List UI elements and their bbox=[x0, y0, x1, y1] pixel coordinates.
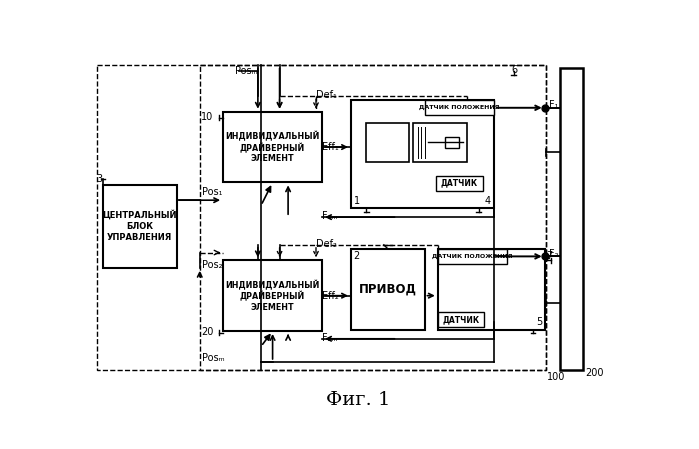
Text: ЭЛЕМЕНТ: ЭЛЕМЕНТ bbox=[251, 154, 294, 163]
Text: F₂: F₂ bbox=[549, 249, 559, 259]
Bar bbox=[413, 123, 467, 162]
Text: 200: 200 bbox=[585, 368, 603, 378]
Bar bbox=[438, 249, 507, 264]
Text: F₁: F₁ bbox=[549, 101, 559, 110]
Text: ЭЛЕМЕНТ: ЭЛЕМЕНТ bbox=[251, 303, 294, 312]
Text: ЦЕНТРАЛЬНЫЙ: ЦЕНТРАЛЬНЫЙ bbox=[103, 210, 177, 220]
Text: Def₂: Def₂ bbox=[316, 239, 337, 249]
Text: Eff₁: Eff₁ bbox=[322, 142, 339, 152]
Text: Posₘ: Posₘ bbox=[235, 66, 257, 76]
Bar bbox=[438, 249, 545, 330]
Text: ДРАЙВЕРНЫЙ: ДРАЙВЕРНЫЙ bbox=[240, 291, 305, 302]
Text: F₁ₘ: F₁ₘ bbox=[322, 211, 338, 221]
Bar bbox=[96, 66, 546, 370]
Text: Def₁: Def₁ bbox=[316, 90, 337, 100]
Bar bbox=[351, 100, 494, 208]
Text: 6: 6 bbox=[511, 65, 517, 75]
Text: 5: 5 bbox=[536, 317, 542, 327]
Text: ИНДИВИДУАЛЬНЫЙ: ИНДИВИДУАЛЬНЫЙ bbox=[225, 280, 319, 290]
Text: 1: 1 bbox=[354, 196, 360, 206]
Text: Фиг. 1: Фиг. 1 bbox=[326, 391, 391, 409]
Text: Posₘ: Posₘ bbox=[202, 352, 224, 363]
Bar bbox=[223, 260, 322, 331]
Text: ПРИВОД: ПРИВОД bbox=[359, 282, 417, 295]
Text: ДАТЧИК ПОЛОЖЕНИЯ: ДАТЧИК ПОЛОЖЕНИЯ bbox=[432, 254, 513, 259]
Bar bbox=[436, 176, 482, 191]
Text: Eff₂: Eff₂ bbox=[322, 291, 339, 301]
Text: 7: 7 bbox=[546, 251, 552, 261]
Text: ИНДИВИДУАЛЬНЫЙ: ИНДИВИДУАЛЬНЫЙ bbox=[225, 131, 319, 141]
Bar bbox=[366, 123, 409, 162]
Bar bbox=[445, 137, 459, 148]
Bar bbox=[223, 112, 322, 182]
Bar bbox=[560, 68, 584, 370]
Text: БЛОК: БЛОК bbox=[127, 222, 153, 231]
Bar bbox=[351, 249, 424, 330]
Text: 3: 3 bbox=[96, 174, 103, 184]
Text: 20: 20 bbox=[201, 327, 214, 337]
Text: ДАТЧИК ПОЛОЖЕНИЯ: ДАТЧИК ПОЛОЖЕНИЯ bbox=[419, 105, 500, 110]
Text: УПРАВЛЕНИЯ: УПРАВЛЕНИЯ bbox=[107, 233, 173, 242]
Text: 10: 10 bbox=[201, 112, 214, 122]
Text: ДАТЧИК: ДАТЧИК bbox=[442, 315, 480, 324]
Bar bbox=[424, 100, 494, 115]
Text: 4: 4 bbox=[485, 196, 491, 206]
Bar bbox=[200, 66, 546, 370]
Text: 2: 2 bbox=[353, 251, 359, 261]
Text: F₂ₘ: F₂ₘ bbox=[322, 333, 338, 343]
Bar bbox=[103, 185, 177, 268]
Text: Pos₁: Pos₁ bbox=[202, 187, 222, 197]
Text: ДРАЙВЕРНЫЙ: ДРАЙВЕРНЫЙ bbox=[240, 143, 305, 153]
Text: 100: 100 bbox=[547, 372, 565, 382]
Text: ДАТЧИК: ДАТЧИК bbox=[441, 179, 478, 188]
Bar bbox=[438, 312, 484, 327]
Text: Pos₂: Pos₂ bbox=[202, 260, 222, 270]
